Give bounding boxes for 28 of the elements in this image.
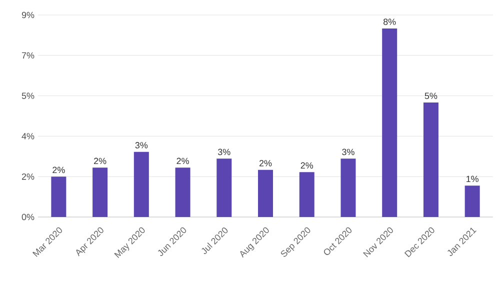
bar	[134, 152, 149, 217]
data-label: 1%	[466, 176, 478, 182]
data-label: 3%	[135, 142, 148, 148]
data-label: 5%	[424, 92, 438, 100]
bar	[340, 158, 356, 217]
bar	[92, 168, 108, 217]
data-label: 2%	[94, 158, 106, 164]
data-label: 2%	[300, 162, 314, 169]
bar	[51, 176, 66, 217]
data-label: 2%	[52, 166, 65, 174]
bar	[258, 170, 274, 217]
y-tick-label: 9%	[22, 12, 34, 18]
data-label: 2%	[259, 160, 272, 166]
data-label: 3%	[342, 148, 354, 156]
data-label: 8%	[384, 18, 396, 25]
bar	[464, 186, 480, 217]
y-tick-label: 4%	[22, 133, 34, 140]
data-label: 2%	[176, 158, 189, 164]
bar	[216, 158, 232, 217]
y-tick-label: 2%	[22, 173, 34, 180]
bar	[299, 172, 314, 217]
y-tick-label: 0%	[22, 214, 34, 220]
bar	[175, 168, 190, 217]
bar	[382, 28, 398, 217]
bar	[423, 102, 438, 217]
data-label: 3%	[218, 148, 230, 156]
y-tick-label: 7%	[22, 52, 34, 59]
y-tick-label: 5%	[22, 92, 34, 99]
